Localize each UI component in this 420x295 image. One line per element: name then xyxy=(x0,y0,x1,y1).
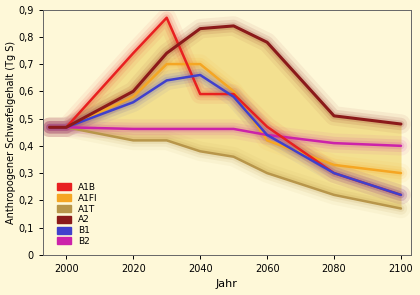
Y-axis label: Anthropogener Schwefelgehalt (Tg S): Anthropogener Schwefelgehalt (Tg S) xyxy=(5,41,16,224)
A1FI xyxy=(64,126,69,129)
Line: B2: B2 xyxy=(50,127,401,146)
B2 xyxy=(131,127,136,131)
B1 xyxy=(198,73,203,77)
A2 xyxy=(331,114,336,118)
B1 xyxy=(331,171,336,175)
B2 xyxy=(331,141,336,145)
Line: B1: B1 xyxy=(50,75,401,195)
A1B xyxy=(399,193,404,197)
B1 xyxy=(47,126,52,129)
A1B xyxy=(64,126,69,129)
Line: A1T: A1T xyxy=(50,127,401,209)
A1T xyxy=(131,139,136,142)
A1B xyxy=(231,92,236,96)
A2 xyxy=(198,27,203,30)
Legend: A1B, A1FI, A1T, A2, B1, B2: A1B, A1FI, A1T, A2, B1, B2 xyxy=(55,181,100,248)
A2 xyxy=(47,126,52,129)
B2 xyxy=(47,126,52,129)
A2 xyxy=(64,126,69,129)
Line: A1B: A1B xyxy=(50,18,401,195)
A1B xyxy=(331,171,336,175)
A2 xyxy=(164,51,169,55)
B2 xyxy=(399,144,404,148)
A1FI xyxy=(231,90,236,93)
B1 xyxy=(164,79,169,82)
B1 xyxy=(399,193,404,197)
A1T xyxy=(64,126,69,129)
B1 xyxy=(265,133,270,137)
A1T xyxy=(331,193,336,197)
A1FI xyxy=(198,62,203,66)
A2 xyxy=(265,40,270,44)
A2 xyxy=(399,122,404,126)
A1FI xyxy=(331,163,336,167)
A2 xyxy=(131,90,136,93)
B1 xyxy=(231,95,236,99)
A1FI xyxy=(47,126,52,129)
A2 xyxy=(231,24,236,28)
A1FI xyxy=(131,95,136,99)
X-axis label: Jahr: Jahr xyxy=(216,279,238,289)
A1B xyxy=(198,92,203,96)
A1B xyxy=(47,126,52,129)
B2 xyxy=(231,127,236,131)
A1T xyxy=(198,150,203,153)
A1T xyxy=(265,171,270,175)
A1FI xyxy=(164,62,169,66)
Line: A2: A2 xyxy=(50,26,401,127)
A1T xyxy=(47,126,52,129)
A1B xyxy=(164,16,169,19)
B2 xyxy=(198,127,203,131)
B2 xyxy=(164,127,169,131)
A1B xyxy=(131,51,136,55)
Line: A1FI: A1FI xyxy=(50,64,401,173)
B2 xyxy=(64,126,69,129)
A1T xyxy=(399,207,404,210)
B1 xyxy=(131,101,136,104)
A1B xyxy=(265,125,270,129)
A1T xyxy=(231,155,236,158)
A1T xyxy=(164,139,169,142)
A1FI xyxy=(399,171,404,175)
B2 xyxy=(265,133,270,137)
B1 xyxy=(64,126,69,129)
A1FI xyxy=(265,139,270,142)
